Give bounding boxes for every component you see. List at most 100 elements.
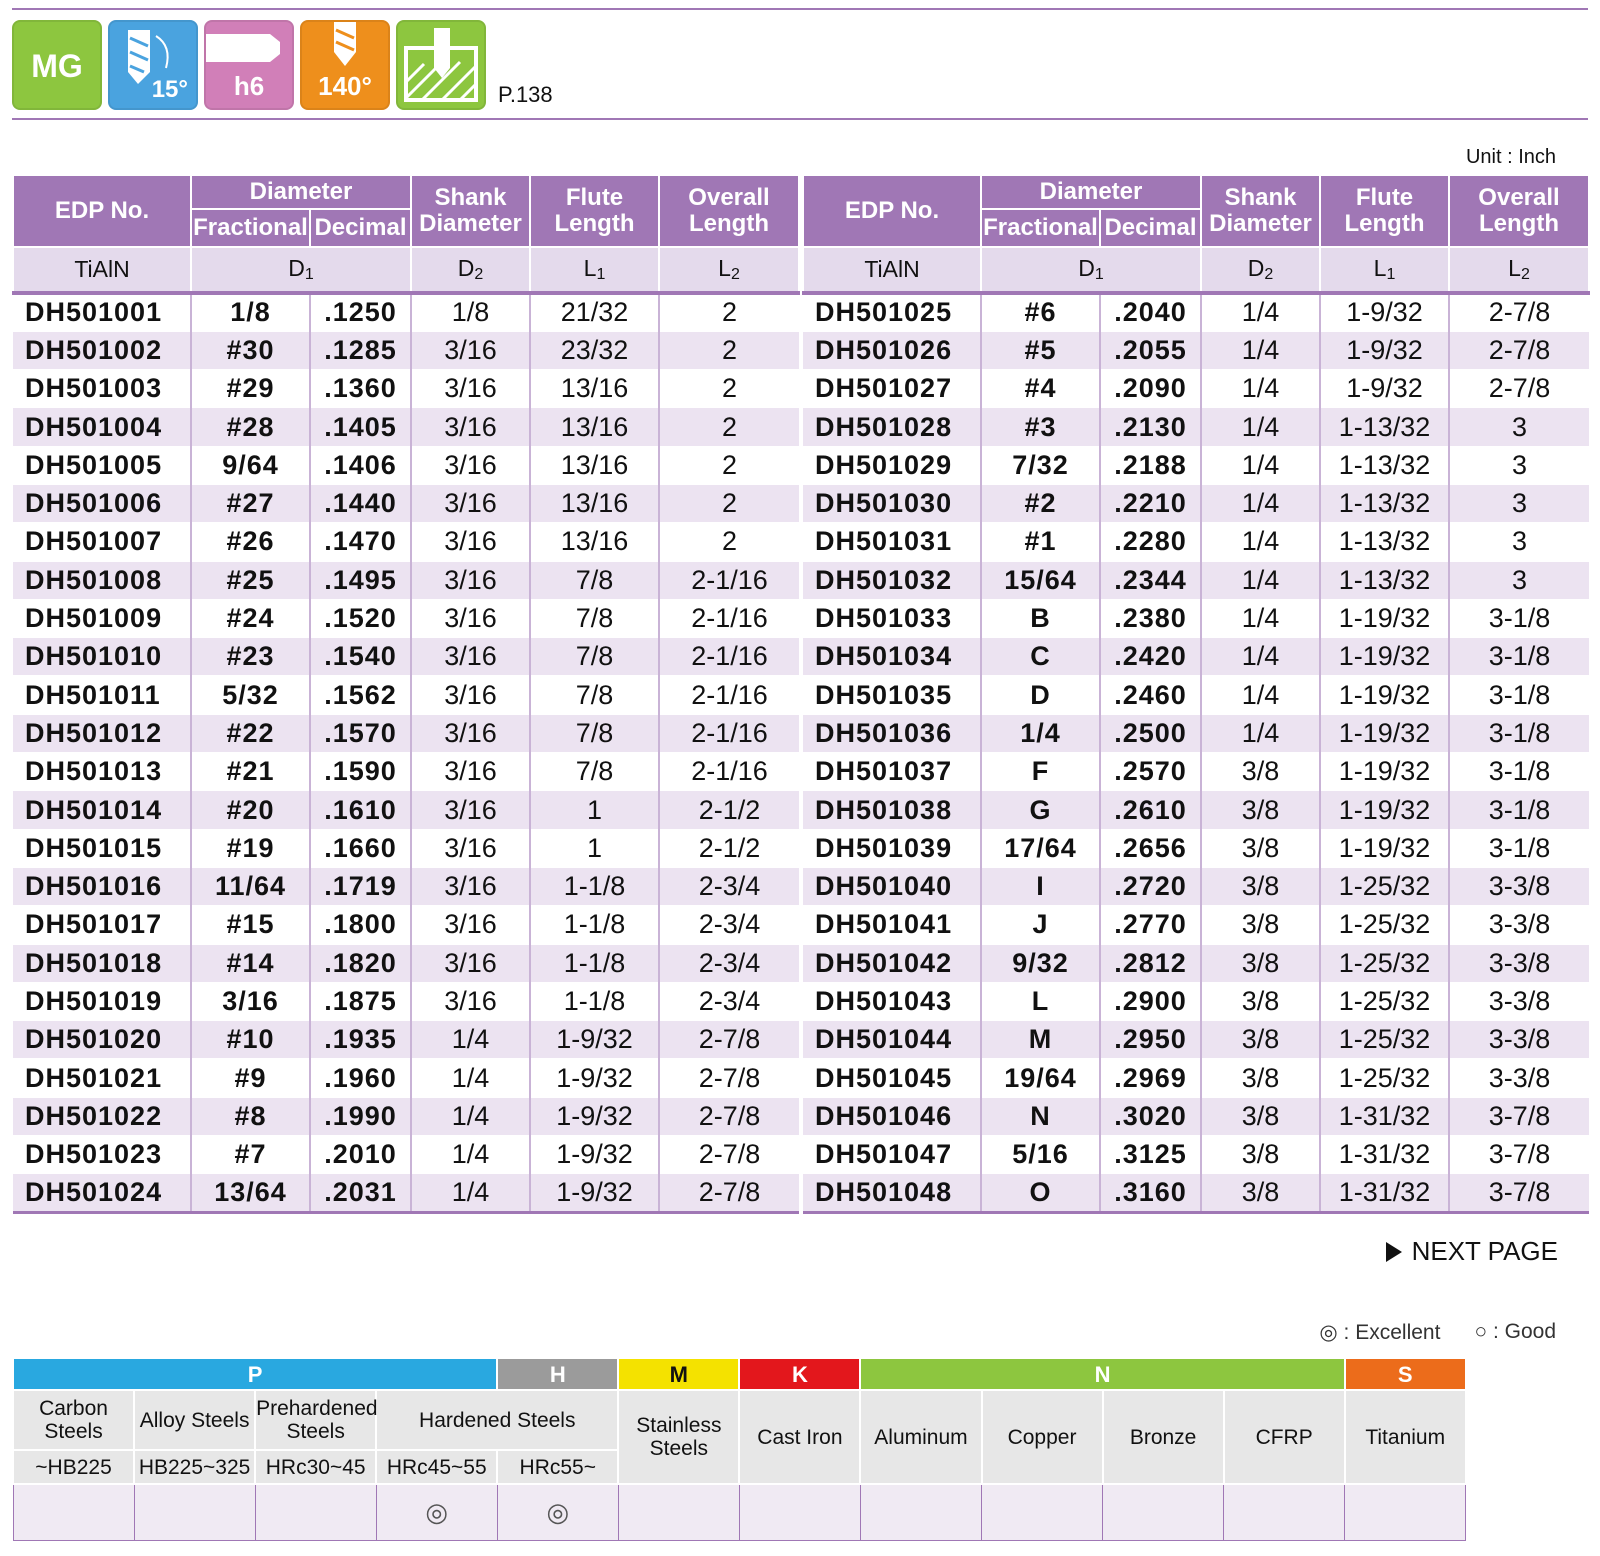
overall-length: 2 [659,331,799,371]
overall-length: 2-1/16 [659,752,799,792]
shank-diameter: 3/16 [411,714,531,754]
decimal-diameter: .3020 [1100,1097,1202,1137]
fractional-diameter: #29 [191,369,311,409]
flute-length: 1-19/32 [1320,790,1450,830]
flute-length: 1-19/32 [1320,714,1450,754]
overall-length: 2-7/8 [1449,331,1589,371]
overall-length: 2-3/4 [659,867,799,907]
rating-cell [1223,1483,1346,1541]
overall-header: Overall Length [658,174,800,248]
rating-legend: ◎ : Excellent ○ : Good [1319,1320,1556,1345]
overall-length: 3-3/8 [1449,944,1589,983]
table-row: DH501002 #30.1285 3/16 23/32 2 [13,331,799,371]
play-arrow-icon [1385,1241,1402,1262]
group-n: N [859,1357,1346,1391]
flute-header: Flute Length [1319,174,1450,248]
edp-number: DH501010 [13,637,192,677]
edp-header: EDP No. [802,174,982,248]
mg-label: MG [31,48,83,84]
edp-number: DH501005 [13,446,192,485]
fractional-diameter: J [981,905,1101,945]
flute-header: Flute Length [529,174,660,248]
fractional-diameter: #21 [191,752,311,792]
edp-number: DH501012 [13,714,192,754]
flute-length: 1-9/32 [530,1135,660,1175]
table-row: DH501035 D .2460 1/4 1-19/32 3-1/8 [803,675,1589,715]
decimal-diameter: .1405 [310,407,412,447]
flute-length: 1-25/32 [1320,867,1450,907]
overall-length: 2-7/8 [659,1058,799,1098]
next-page-link[interactable]: NEXT PAGE [1385,1236,1558,1267]
fractional-diameter: N [981,1097,1101,1137]
flute-length: 1-1/8 [530,982,660,1022]
spec-table-left: EDP No. Diameter Shank Diameter Flute Le… [12,174,800,1214]
decimal-header: Decimal [309,208,412,248]
decimal-diameter: .2210 [1100,484,1202,524]
legend-good: ○ : Good [1474,1320,1556,1343]
flute-length: 1-13/32 [1320,484,1450,524]
edp-number: DH501036 [803,714,982,754]
fractional-diameter: L [981,982,1101,1022]
decimal-diameter: .1520 [310,599,412,639]
fractional-diameter: #24 [191,599,311,639]
decimal-diameter: .1960 [310,1058,412,1098]
decimal-diameter: .2055 [1100,331,1202,371]
mat-alloy-steels: Alloy Steels [133,1389,257,1451]
flute-length: 1-25/32 [1320,982,1450,1022]
flute-length: 1 [530,829,660,868]
fractional-diameter: #23 [191,637,311,677]
edp-number: DH501017 [13,905,192,945]
decimal-diameter: .2031 [310,1173,412,1214]
fractional-header: Fractional [190,208,311,248]
decimal-diameter: .1820 [310,944,412,983]
decimal-diameter: .1250 [310,293,412,332]
helix-angle-label: 15° [151,76,188,103]
shank-diameter: 3/16 [411,522,531,562]
table-row: DH501020 #10.1935 1/4 1-9/32 2-7/8 [13,1020,799,1060]
d1-label: D1 [190,246,412,295]
overall-length: 3-1/8 [1449,675,1589,715]
edp-number: DH501032 [803,561,982,600]
shank-diameter: 3/16 [411,484,531,524]
mat-prehard-hardness: HRc30~45 [254,1449,378,1485]
flute-length: 1-19/32 [1320,675,1450,715]
legend-excellent: ◎ : Excellent [1319,1321,1441,1344]
overall-length: 2 [659,484,799,524]
edp-number: DH501042 [803,944,982,983]
table-row: DH501007 #26.1470 3/16 13/16 2 [13,522,799,562]
shank-diameter: 3/16 [411,599,531,639]
table-row: DH501046 N .3020 3/8 1-31/32 3-7/8 [803,1097,1589,1137]
fractional-diameter: #25 [191,561,311,600]
edp-number: DH501015 [13,829,192,868]
fractional-diameter: #28 [191,407,311,447]
overall-length: 3-1/8 [1449,599,1589,639]
table-row: DH501011 5/32.1562 3/16 7/8 2-1/16 [13,675,799,715]
shank-diameter: 3/16 [411,369,531,409]
table-row: DH501041 J .2770 3/8 1-25/32 3-3/8 [803,905,1589,945]
overall-length: 3-1/8 [1449,790,1589,830]
flute-length: 1-31/32 [1320,1135,1450,1175]
overall-length: 3-7/8 [1449,1097,1589,1137]
fractional-diameter: 9/64 [191,446,311,485]
shank-diameter: 3/8 [1201,752,1321,792]
mat-stainless-steels: Stainless Steels [617,1389,741,1485]
flute-length: 1-9/32 [530,1097,660,1137]
mat-aluminum: Aluminum [859,1389,983,1485]
overall-length: 2 [659,407,799,447]
edp-number: DH501021 [13,1058,192,1098]
d2-label: D2 [410,246,531,295]
shank-diameter: 1/4 [1201,293,1321,332]
flute-length: 1-31/32 [1320,1097,1450,1137]
table-row: DH501001 1/8.1250 1/8 21/32 2 [13,293,799,332]
mat-cast-iron: Cast Iron [738,1389,862,1485]
flute-length: 1-25/32 [1320,1058,1450,1098]
rating-cell [254,1483,377,1541]
decimal-diameter: .1719 [310,867,412,907]
overall-length: 2 [659,522,799,562]
overall-length: 2 [659,369,799,409]
decimal-diameter: .2040 [1100,293,1202,332]
overall-length: 3-7/8 [1449,1135,1589,1175]
fractional-diameter: #14 [191,944,311,983]
shank-diameter: 3/16 [411,982,531,1022]
flute-length: 1-9/32 [530,1173,660,1214]
